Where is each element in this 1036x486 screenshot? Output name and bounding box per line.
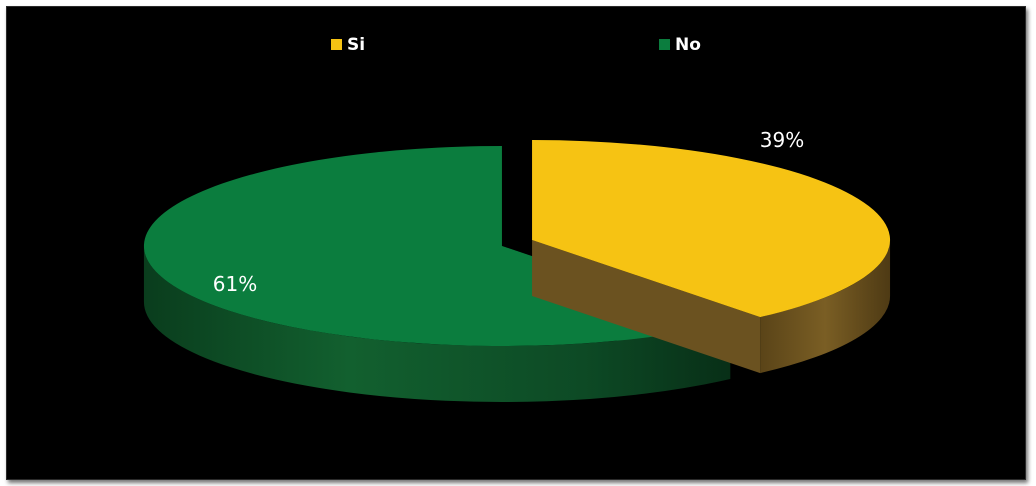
pie-data-labels: 39% 61% [213,128,804,296]
slice-si-cut-1 [532,240,761,374]
legend-swatch-si [331,39,342,50]
legend-swatch-no [659,39,670,50]
chart-frame: Si No 39% 61% [6,6,1026,480]
data-label-no: 61% [213,272,257,296]
pie-chart: Si No 39% 61% [143,35,891,402]
slice-no-side [143,245,731,402]
slice-si-top [532,140,891,318]
legend-label-si: Si [347,35,365,55]
legend: Si No [331,35,701,55]
slice-si-side [760,240,891,374]
data-label-si: 39% [760,128,804,152]
slice-si [532,140,891,374]
legend-label-no: No [675,35,701,55]
pie-slices [143,140,891,402]
